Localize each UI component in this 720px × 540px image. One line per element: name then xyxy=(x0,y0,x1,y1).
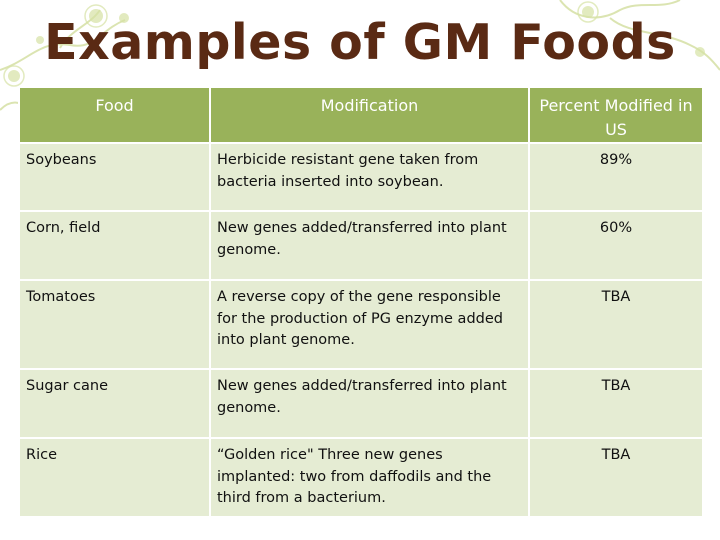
table-header-row: Food Modification Percent Modified in US xyxy=(18,88,704,143)
header-modification: Modification xyxy=(209,88,530,143)
cell-modification: New genes added/transferred into plant g… xyxy=(209,210,530,281)
cell-food: Soybeans xyxy=(18,142,211,212)
cell-percent: TBA xyxy=(528,368,704,439)
cell-food: Sugar cane xyxy=(18,368,211,439)
cell-food: Corn, field xyxy=(18,210,211,281)
table-row: Tomatoes A reverse copy of the gene resp… xyxy=(18,279,704,370)
cell-percent: 89% xyxy=(528,142,704,212)
cell-food: Tomatoes xyxy=(18,279,211,370)
cell-food: Rice xyxy=(18,437,211,518)
cell-modification: “Golden rice" Three new genes implanted:… xyxy=(209,437,530,518)
cell-percent: TBA xyxy=(528,437,704,518)
table-row: Soybeans Herbicide resistant gene taken … xyxy=(18,142,704,212)
table-row: Corn, field New genes added/transferred … xyxy=(18,210,704,281)
gm-foods-table: Food Modification Percent Modified in US… xyxy=(18,88,704,518)
cell-percent: TBA xyxy=(528,279,704,370)
slide-title: Examples of GM Foods xyxy=(44,14,676,71)
cell-modification: Herbicide resistant gene taken from bact… xyxy=(209,142,530,212)
cell-modification: A reverse copy of the gene responsible f… xyxy=(209,279,530,370)
cell-modification: New genes added/transferred into plant g… xyxy=(209,368,530,439)
table-row: Sugar cane New genes added/transferred i… xyxy=(18,368,704,439)
header-food: Food xyxy=(18,88,211,143)
table-row: Rice “Golden rice" Three new genes impla… xyxy=(18,437,704,518)
cell-percent: 60% xyxy=(528,210,704,281)
header-percent-modified: Percent Modified in US xyxy=(528,88,704,143)
